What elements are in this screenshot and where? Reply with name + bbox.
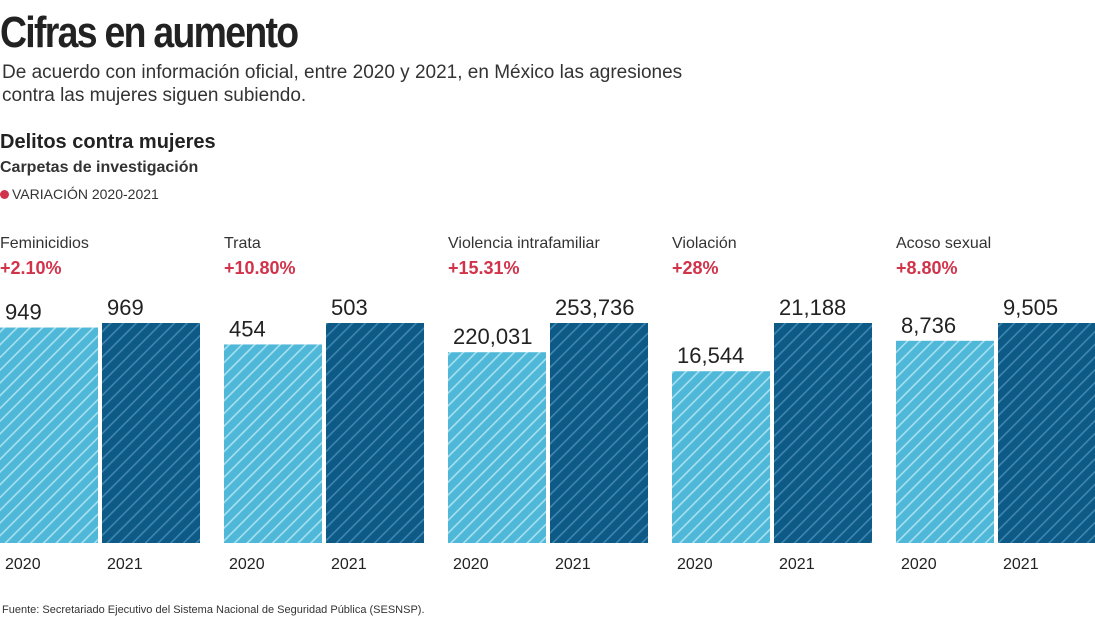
data-label: 21,188 bbox=[779, 295, 846, 320]
section-title: Delitos contra mujeres bbox=[0, 131, 216, 153]
data-label: 503 bbox=[331, 295, 368, 320]
legend-label: VARIACIÓN 2020-2021 bbox=[12, 186, 159, 202]
variation-label: +8.80% bbox=[896, 258, 958, 278]
x-tick-label: 2021 bbox=[555, 556, 591, 573]
data-label: 253,736 bbox=[555, 295, 635, 320]
variation-label: +2.10% bbox=[0, 258, 62, 278]
bar-2020 bbox=[0, 327, 98, 543]
data-label: 9,505 bbox=[1003, 295, 1058, 320]
group-label: Violencia intrafamiliar bbox=[448, 235, 600, 252]
data-label: 8,736 bbox=[901, 313, 956, 338]
section-subtitle: Carpetas de investigación bbox=[0, 159, 199, 176]
bar-2020 bbox=[448, 352, 546, 543]
x-tick-label: 2020 bbox=[901, 556, 937, 573]
legend: VARIACIÓN 2020-2021 bbox=[0, 186, 159, 202]
data-label: 454 bbox=[229, 316, 266, 341]
data-label: 220,031 bbox=[453, 324, 533, 349]
bar-2021 bbox=[550, 323, 648, 543]
group-label: Violación bbox=[672, 235, 737, 252]
bar-2020 bbox=[896, 340, 994, 543]
x-tick-label: 2021 bbox=[779, 556, 815, 573]
bar-2021 bbox=[326, 323, 424, 543]
subtitle-line-2: contra las mujeres siguen subiendo. bbox=[2, 85, 307, 106]
bar-2021 bbox=[998, 323, 1095, 543]
group-label: Trata bbox=[224, 235, 261, 252]
group-label: Acoso sexual bbox=[896, 235, 991, 252]
group-label: Feminicidios bbox=[0, 235, 89, 252]
subtitle-line-1: De acuerdo con información oficial, entr… bbox=[2, 62, 683, 83]
x-tick-label: 2021 bbox=[1003, 556, 1039, 573]
source-note: Fuente: Secretariado Ejecutivo del Siste… bbox=[2, 604, 425, 616]
bar-2020 bbox=[672, 371, 770, 543]
x-tick-label: 2020 bbox=[677, 556, 713, 573]
variation-label: +28% bbox=[672, 258, 719, 278]
bar-2020 bbox=[224, 344, 322, 543]
x-tick-label: 2021 bbox=[107, 556, 143, 573]
chart: Feminicidios +2.10% 949 2020 969 2021 Trata +10… bbox=[0, 235, 1095, 573]
data-label: 969 bbox=[107, 295, 144, 320]
x-tick-label: 2020 bbox=[453, 556, 489, 573]
variation-label: +10.80% bbox=[224, 258, 296, 278]
data-label: 949 bbox=[5, 300, 42, 325]
x-tick-label: 2020 bbox=[229, 556, 265, 573]
x-tick-label: 2020 bbox=[5, 556, 41, 573]
bar-2021 bbox=[102, 323, 200, 543]
bar-2021 bbox=[774, 323, 872, 543]
variation-label: +15.31% bbox=[448, 258, 520, 278]
page-title: Cifras en aumento bbox=[0, 8, 299, 57]
x-tick-label: 2021 bbox=[331, 556, 367, 573]
data-label: 16,544 bbox=[677, 343, 744, 368]
legend-dot-icon bbox=[0, 190, 9, 199]
